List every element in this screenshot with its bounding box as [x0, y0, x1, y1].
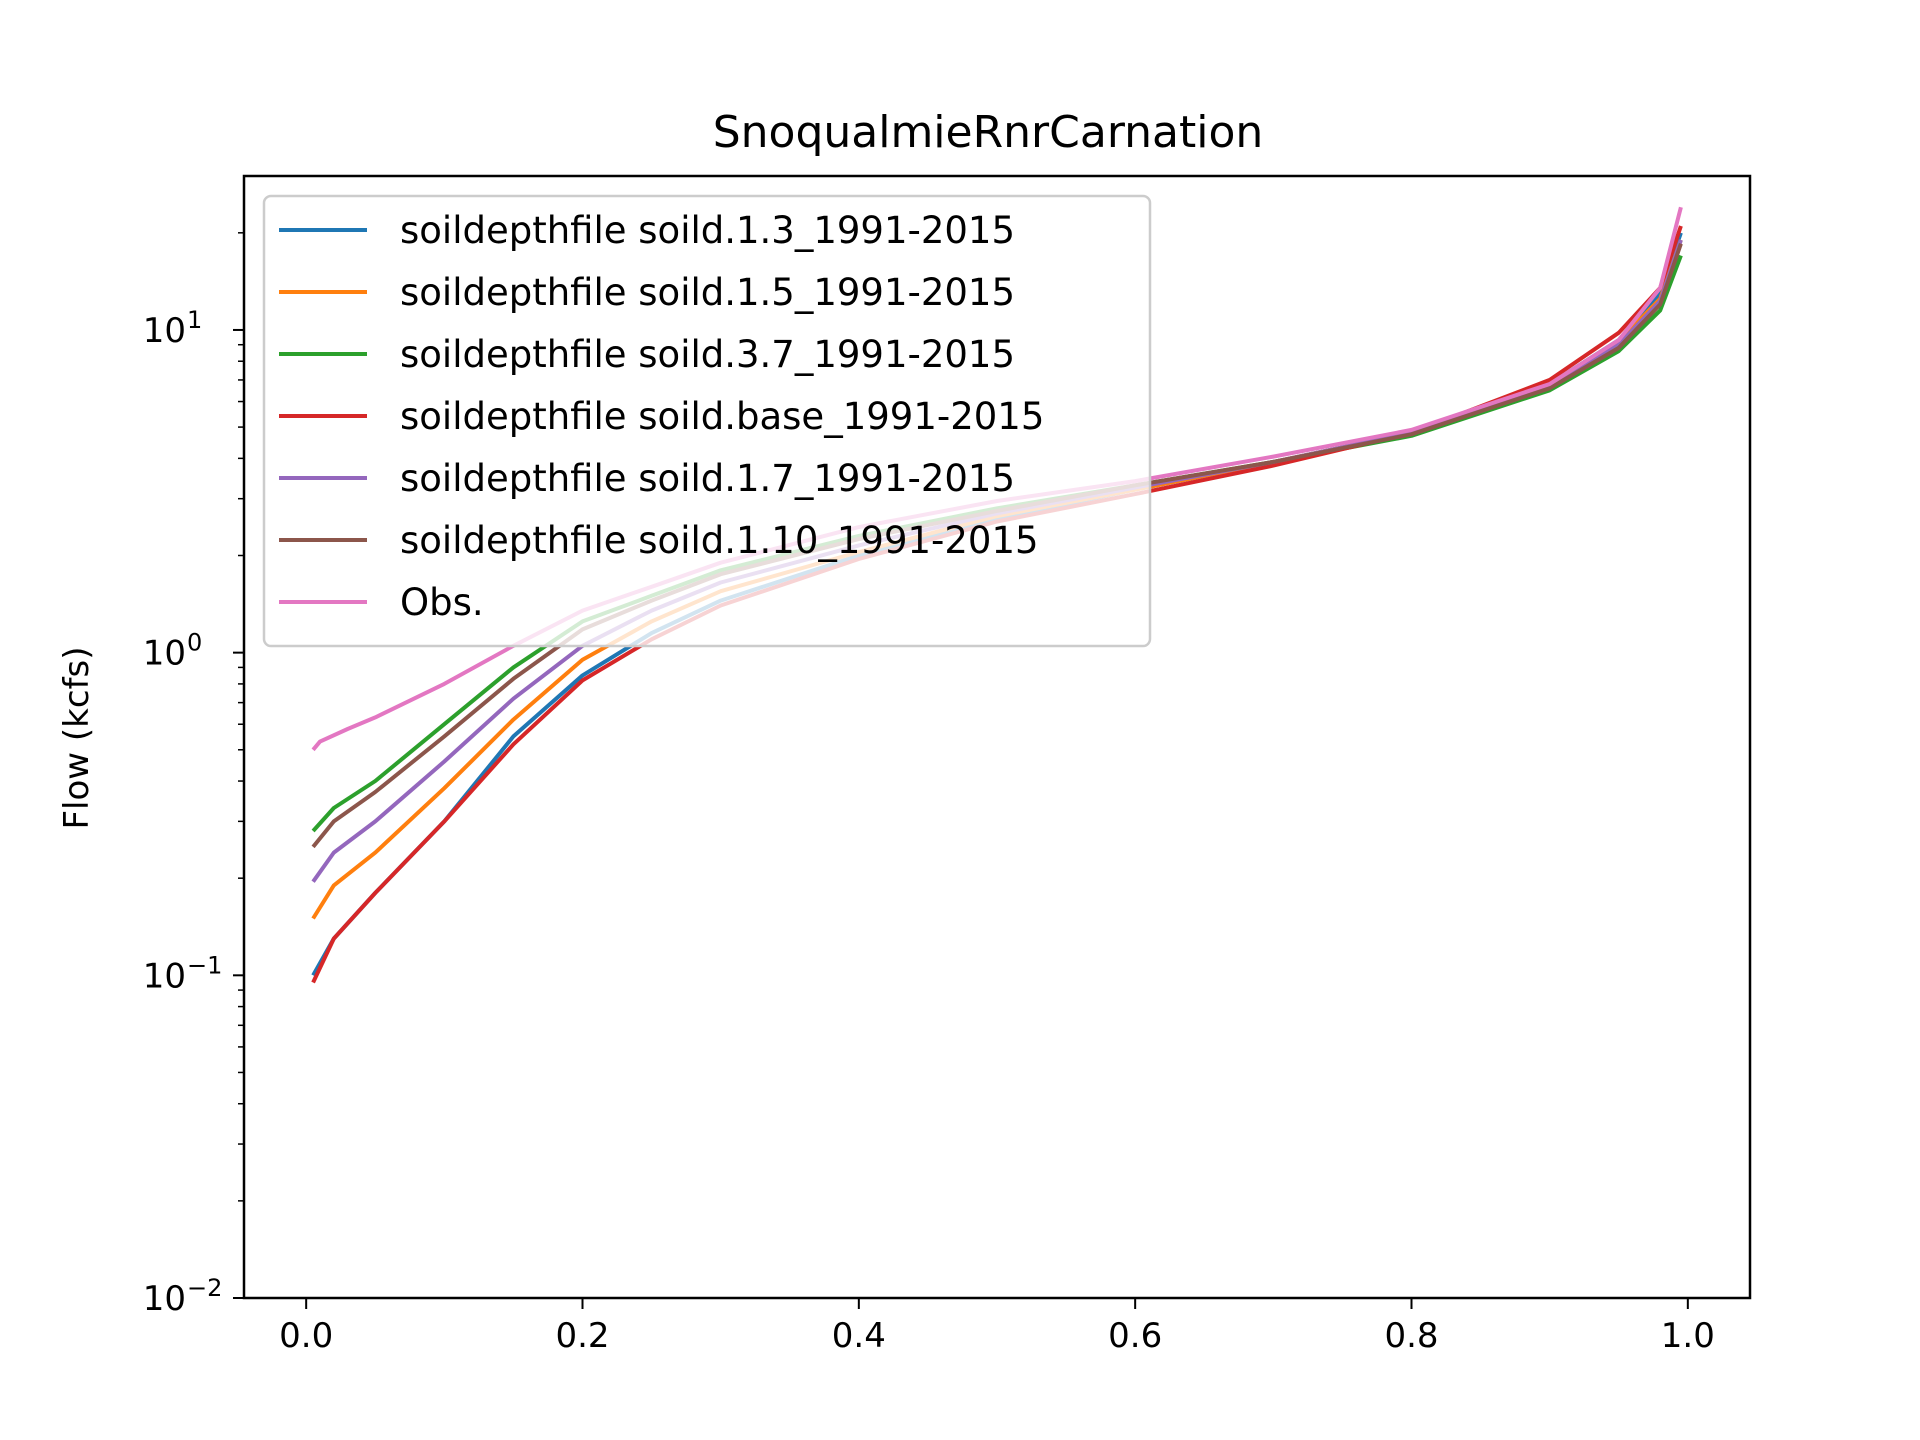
y-tick-label: 10 — [143, 634, 186, 674]
x-tick-label: 0.4 — [832, 1316, 886, 1356]
x-tick-label: 0.2 — [555, 1316, 609, 1356]
legend-box — [262, 194, 1152, 648]
x-axis: 0.0 0.2 0.4 0.6 0.8 1.0 — [279, 1298, 1715, 1356]
legend: soildepthfile soild.1.3_1991-2015soildep… — [262, 194, 1152, 648]
x-tick-label: 1.0 — [1661, 1316, 1715, 1356]
legend-label: soildepthfile soild.1.7_1991-2015 — [400, 457, 1015, 500]
x-tick-label: 0.6 — [1108, 1316, 1162, 1356]
legend-label: soildepthfile soild.1.10_1991-2015 — [400, 519, 1039, 562]
x-tick-label: 0.8 — [1384, 1316, 1438, 1356]
y-tick-label: 10 — [143, 1279, 186, 1319]
y-tick-label: 10 — [143, 311, 186, 351]
legend-label: soildepthfile soild.3.7_1991-2015 — [400, 333, 1015, 376]
legend-label: soildepthfile soild.base_1991-2015 — [400, 395, 1044, 438]
plot-area-frame — [242, 174, 1752, 1300]
y-axis-label: Flow (kcfs) — [57, 646, 97, 829]
y-tick-exponent: −1 — [187, 951, 222, 979]
x-tick-label: 0.0 — [279, 1316, 333, 1356]
legend-label: Obs. — [400, 581, 484, 624]
y-tick-exponent: 1 — [187, 306, 202, 334]
y-tick-exponent: −2 — [187, 1274, 222, 1302]
legend-label: soildepthfile soild.1.3_1991-2015 — [400, 209, 1015, 252]
legend-label: soildepthfile soild.1.5_1991-2015 — [400, 271, 1015, 314]
chart-title: SnoqualmieRnrCarnation — [713, 107, 1264, 158]
y-tick-exponent: 0 — [187, 629, 202, 657]
y-tick-label: 10 — [143, 956, 186, 996]
legend-entries: soildepthfile soild.1.3_1991-2015soildep… — [279, 209, 1044, 624]
